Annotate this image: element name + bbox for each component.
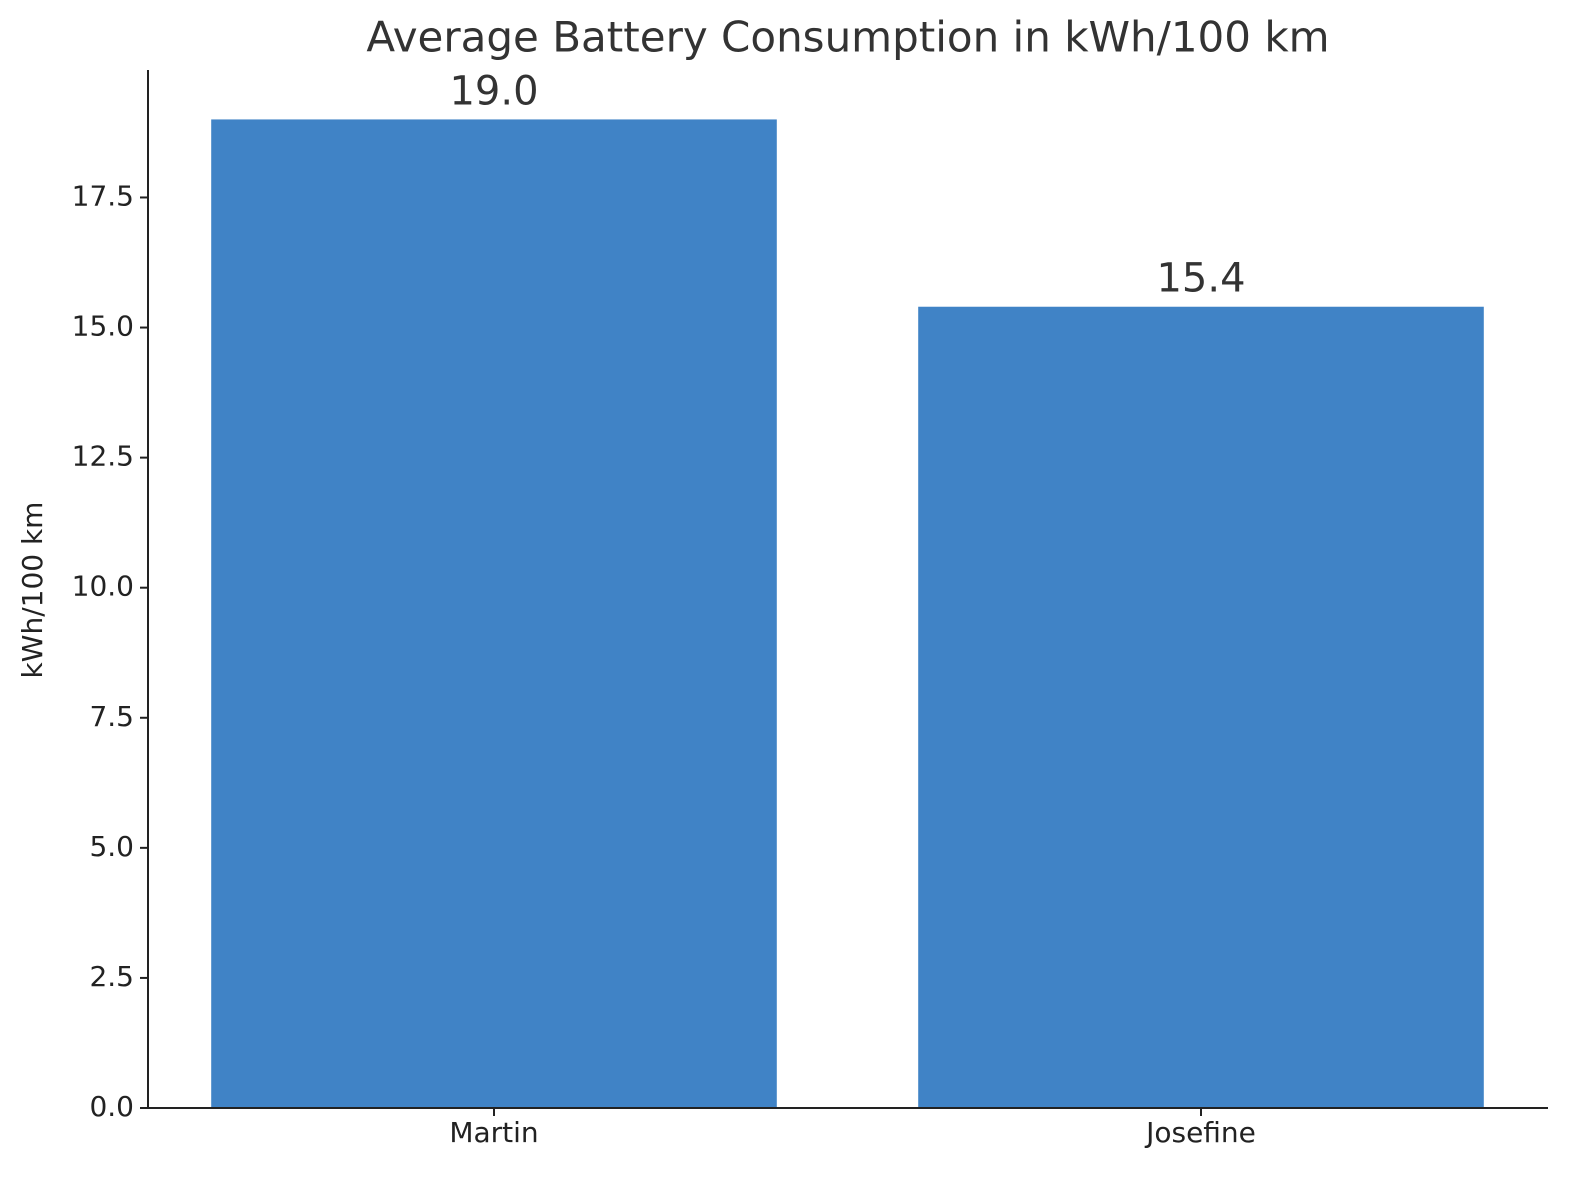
x-tick-label: Josefine [1144,1116,1256,1149]
x-tick-label: Martin [449,1116,538,1149]
y-tick-label: 10.0 [72,570,134,603]
y-tick-label: 5.0 [89,830,134,863]
bar [918,306,1484,1109]
bar [211,119,777,1108]
y-axis-label: kWh/100 km [16,502,49,679]
y-tick-label: 0.0 [89,1090,134,1123]
y-tick-label: 15.0 [72,310,134,343]
value-label: 15.4 [1156,256,1245,302]
y-tick-label: 7.5 [89,700,134,733]
y-tick-label: 2.5 [89,960,134,993]
y-tick-label: 12.5 [72,440,134,473]
value-label: 19.0 [449,68,538,114]
chart-title: Average Battery Consumption in kWh/100 k… [366,13,1329,62]
y-tick-label: 17.5 [72,179,134,212]
